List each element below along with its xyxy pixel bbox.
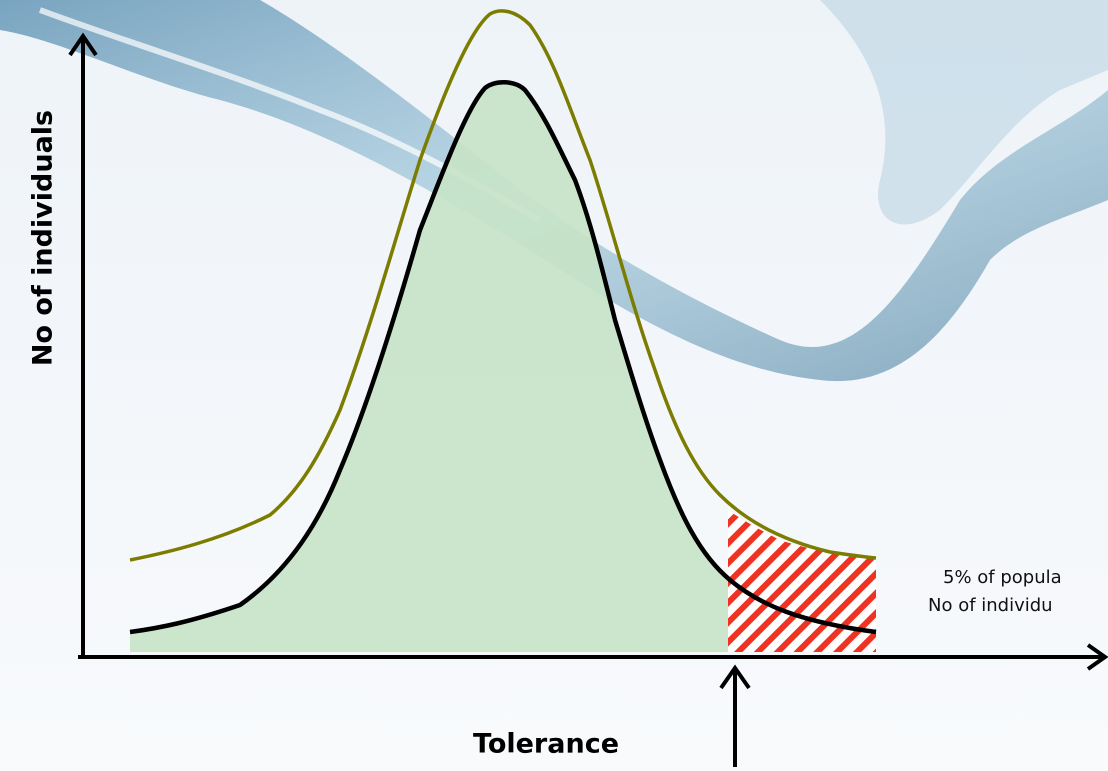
x-axis-label: Tolerance: [473, 729, 619, 760]
annotation-line: 5% of popula: [943, 567, 1062, 588]
y-axis-label: No of individuals: [28, 110, 59, 366]
annotation-line: No of individu: [928, 595, 1053, 616]
diagram: No of individuals Tolerance 5% of popula…: [0, 0, 1108, 771]
